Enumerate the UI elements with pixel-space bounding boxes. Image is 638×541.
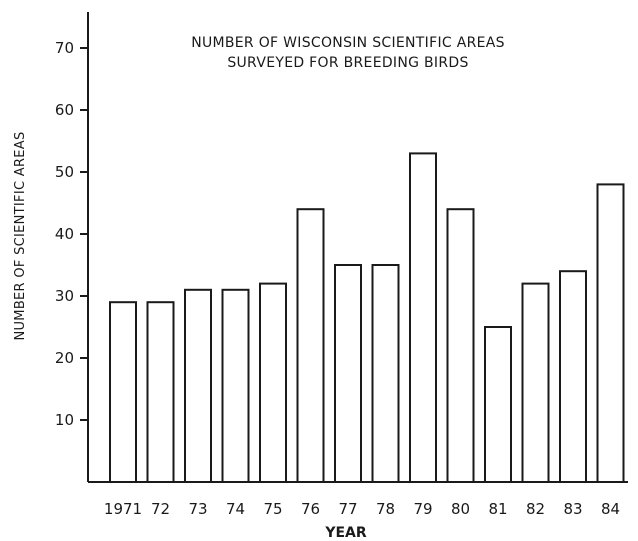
x-tick-label: 79 (413, 500, 432, 518)
x-tick-label: 74 (226, 500, 245, 518)
x-tick-label: 82 (526, 500, 545, 518)
x-tick-label: 80 (451, 500, 470, 518)
bar-73 (184, 288, 212, 483)
y-tick-label: 10 (55, 411, 74, 429)
y-tick-label: 70 (55, 39, 74, 57)
x-tick-label: 75 (263, 500, 282, 518)
bar-72 (146, 301, 175, 484)
y-tick-label: 20 (55, 349, 74, 367)
bar-75 (259, 282, 287, 483)
x-tick-label: 78 (376, 500, 395, 518)
bar-81 (484, 326, 512, 483)
x-tick-label: 83 (563, 500, 582, 518)
bar-78 (371, 264, 400, 483)
x-tick-label: 84 (601, 500, 620, 518)
x-tick-label: 76 (301, 500, 320, 518)
bar-74 (221, 288, 250, 483)
chart-title-line-1: NUMBER OF WISCONSIN SCIENTIFIC AREAS (191, 35, 505, 51)
x-axis: 1971 72 73 74 75 76 77 78 79 80 81 82 83 84 (88, 481, 628, 518)
bar-80 (446, 208, 475, 483)
bar-83 (559, 270, 587, 484)
y-axis: 10 20 30 40 50 60 70 (55, 12, 89, 482)
y-axis-label: NUMBER OF SCIENTIFIC AREAS (13, 131, 28, 340)
chart-title-line-2: SURVEYED FOR BREEDING BIRDS (227, 55, 468, 71)
y-tick-label: 50 (55, 163, 74, 181)
bar-82 (521, 282, 550, 483)
chart-title: NUMBER OF WISCONSIN SCIENTIFIC AREAS SUR… (191, 35, 505, 71)
x-tick-label: 81 (488, 500, 507, 518)
bars-group (109, 152, 625, 484)
x-tick-label: 73 (188, 500, 207, 518)
x-tick-label: 72 (151, 500, 170, 518)
bar-84 (596, 183, 625, 483)
x-tick-label: 1971 (104, 500, 142, 518)
bar-77 (334, 264, 362, 483)
y-tick-label: 40 (55, 225, 74, 243)
bar-76 (296, 208, 325, 483)
x-axis-label: YEAR (324, 525, 367, 541)
bar-79 (409, 152, 437, 483)
x-tick-label: 77 (338, 500, 357, 518)
y-tick-label: 60 (55, 101, 74, 119)
bar-1971 (109, 301, 137, 484)
y-tick-label: 30 (55, 287, 74, 305)
